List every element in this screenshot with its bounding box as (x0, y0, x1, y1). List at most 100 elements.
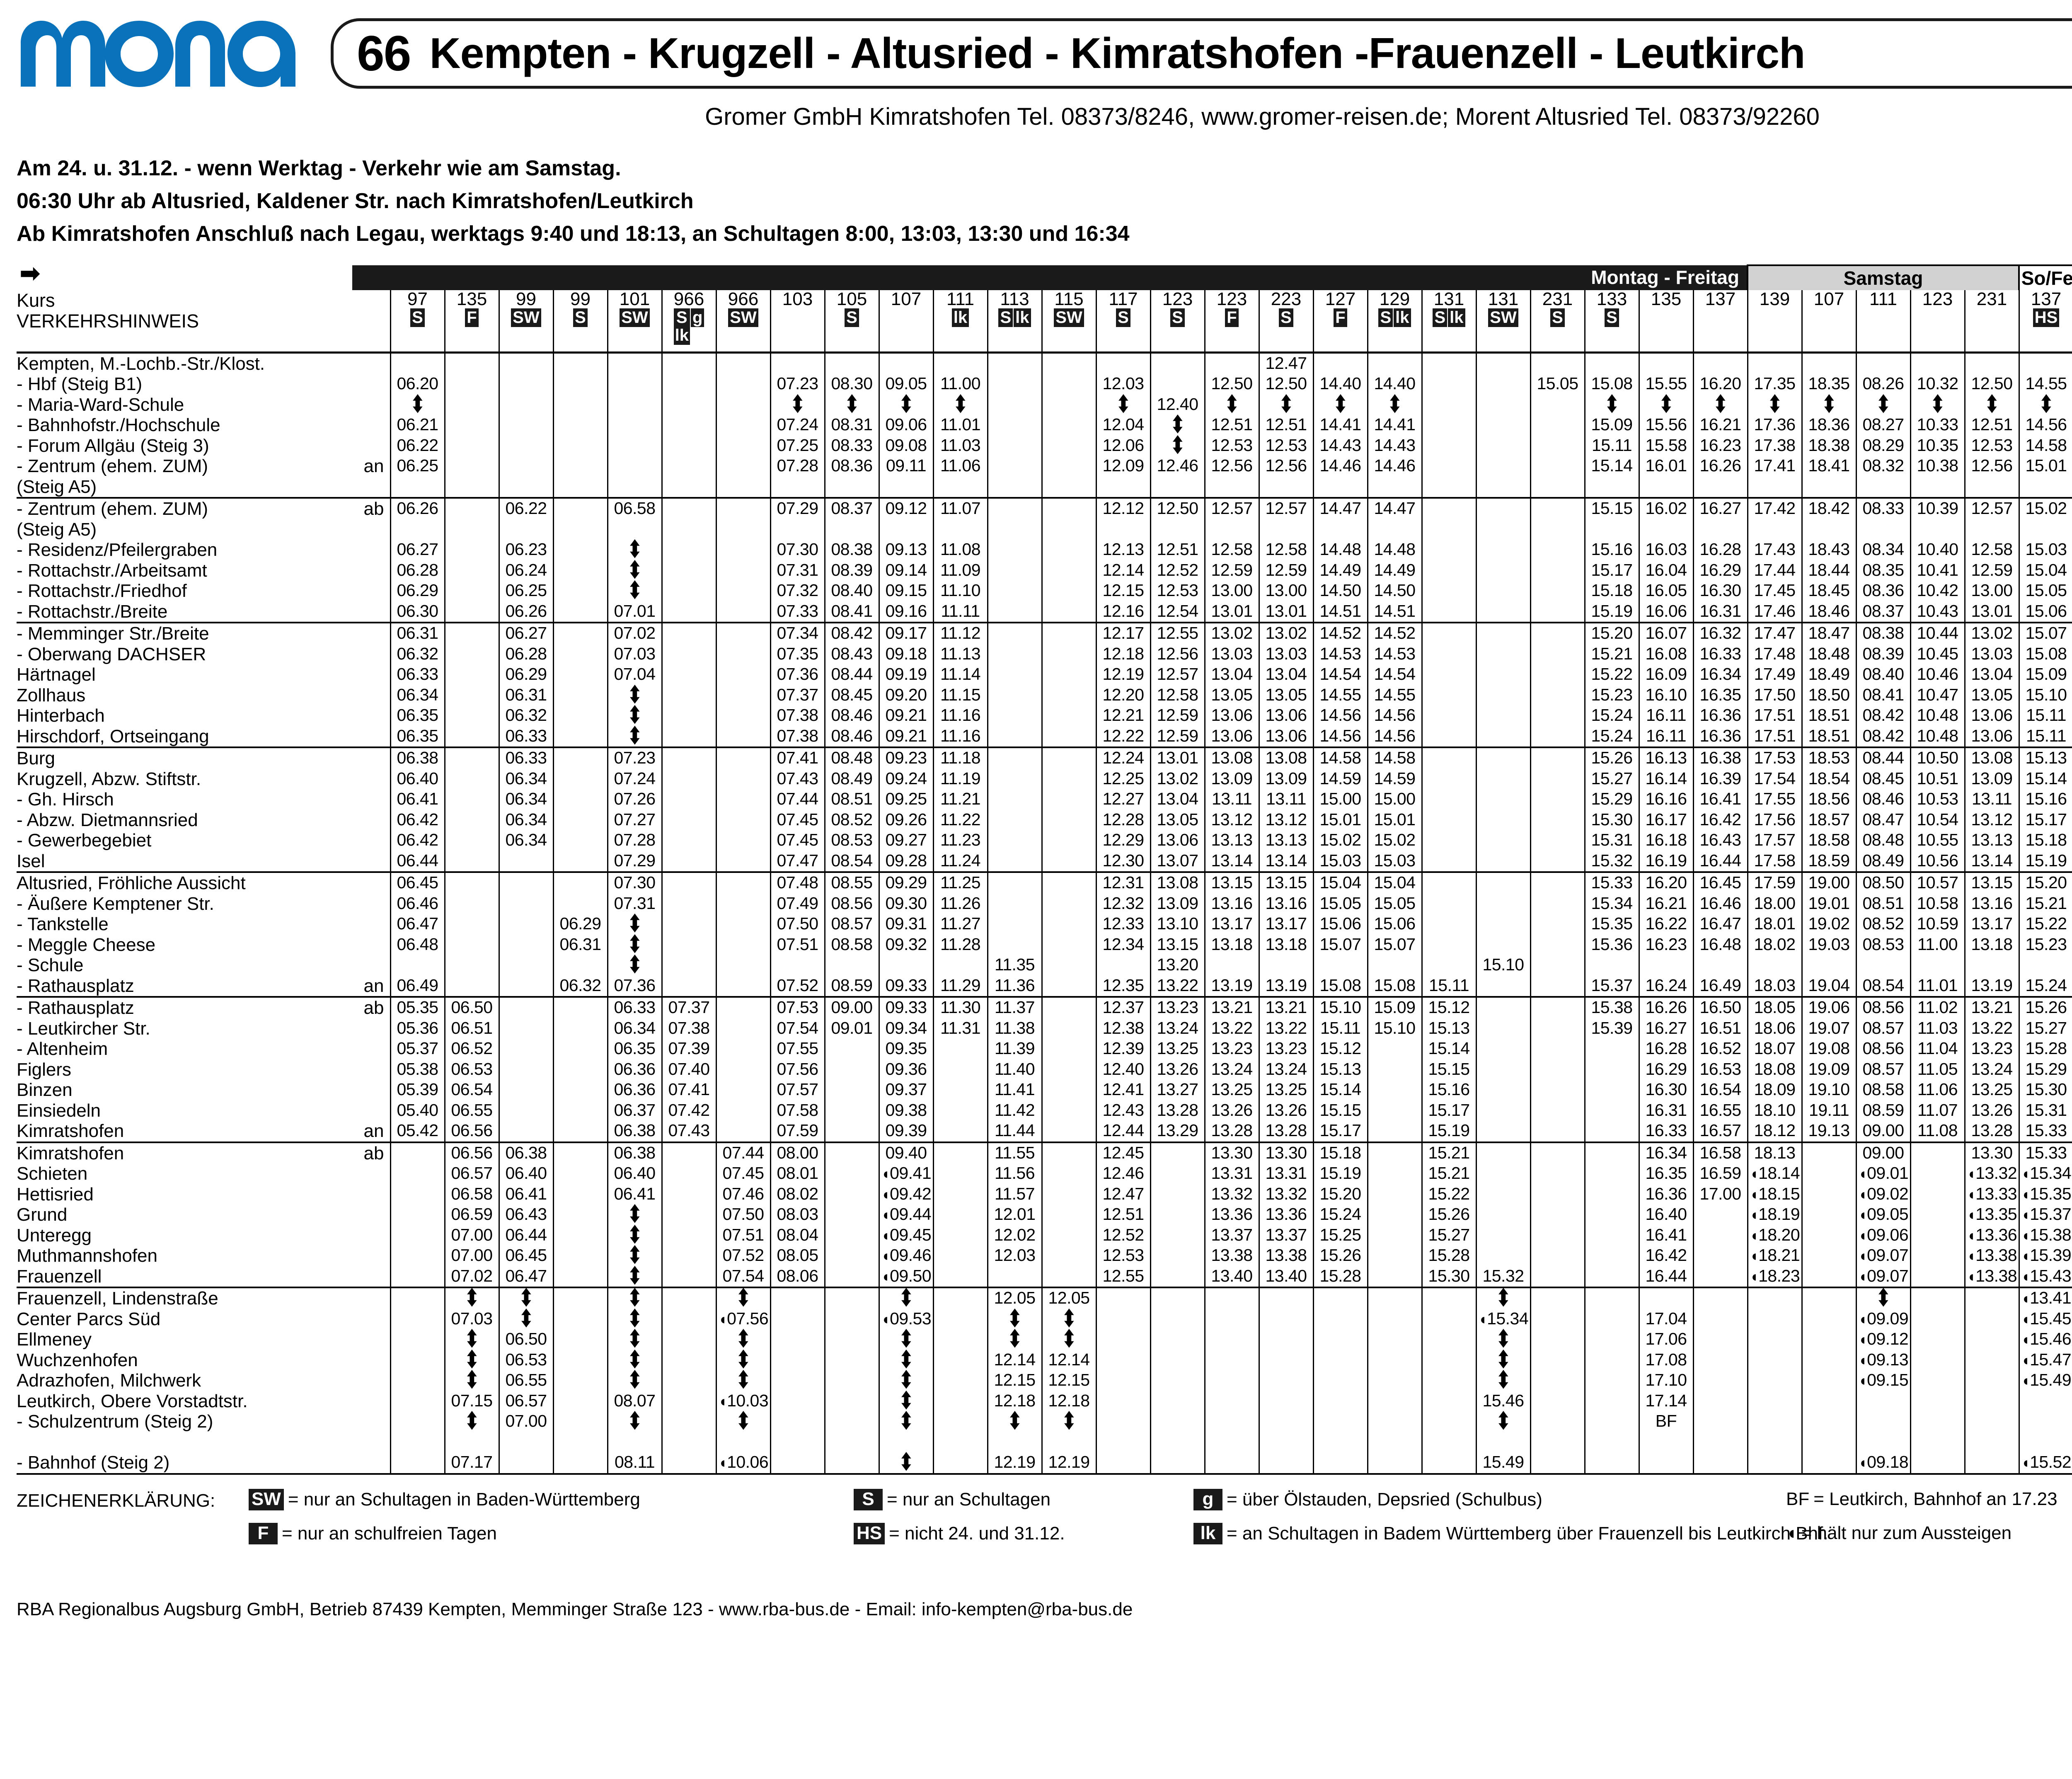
column-header-117-13[interactable]: 117 S (1095, 290, 1150, 354)
column-header-105-8[interactable]: 105 S (824, 290, 879, 354)
time-cell: 16.36 (1692, 705, 1748, 726)
time-cell: 14.52 (1367, 623, 1422, 644)
time-cell: 14.56 (1367, 705, 1422, 726)
time-cell (1801, 1184, 1856, 1205)
time-cell: ◖15.39 (2018, 1246, 2072, 1266)
column-header-139-25[interactable]: 139 (1747, 290, 1802, 354)
column-header-966-6[interactable]: 966 SW (715, 290, 770, 354)
column-header-231-21[interactable]: 231 S (1530, 290, 1585, 354)
time-cell (2018, 1432, 2072, 1453)
time-cell (932, 1100, 988, 1121)
time-cell: 15.29 (2018, 1059, 2072, 1080)
column-header-111-27[interactable]: 111 (1855, 290, 1910, 354)
time-cell: 12.40 (1095, 1059, 1150, 1080)
continuation-mark: ⬍ (1170, 412, 1185, 438)
time-cell (444, 975, 499, 998)
time-cell (661, 540, 716, 560)
time-cell: BF (1638, 1411, 1693, 1432)
time-cell: 15.26 (1312, 1246, 1368, 1266)
time-cell: 13.26 (1258, 1100, 1313, 1121)
time-cell: 16.46 (1692, 893, 1748, 914)
route-number: 66 (357, 26, 411, 81)
time-cell (1150, 1163, 1205, 1184)
time-cell (390, 1205, 445, 1225)
time-cell (1584, 1329, 1639, 1350)
time-cell: 18.58 (1801, 830, 1856, 851)
column-header-99-3[interactable]: 99 S (552, 290, 608, 354)
time-cell: 08.44 (1855, 747, 1910, 769)
time-cell: 15.20 (1312, 1184, 1368, 1205)
column-header-123-28[interactable]: 123 (1910, 290, 1965, 354)
continuation-mark: ⬍ (899, 1408, 913, 1434)
time-cell: 05.38 (390, 1059, 445, 1080)
time-cell: 08.11 (607, 1452, 662, 1475)
arrival-departure-marker (352, 1309, 390, 1330)
column-header-107-26[interactable]: 107 (1801, 290, 1856, 354)
arrival-departure-marker: an (352, 1121, 390, 1143)
column-header-223-16[interactable]: 223 S (1258, 290, 1313, 354)
time-cell: 15.03 (1367, 851, 1422, 873)
time-cell: 15.28 (1421, 1246, 1476, 1266)
time-cell: 17.57 (1747, 830, 1802, 851)
continuation-mark: ⬍ (790, 391, 805, 417)
time-cell (1475, 789, 1530, 810)
column-header-99-2[interactable]: 99 SW (498, 290, 553, 354)
column-header-137-30[interactable]: 137 HS (2018, 290, 2072, 354)
time-cell (987, 352, 1042, 374)
time-cell: 13.18 (1258, 934, 1313, 955)
legend: ZEICHENERKLÄRUNG: SW = nur an Schultagen … (17, 1487, 2072, 1574)
column-header-107-9[interactable]: 107 (878, 290, 933, 354)
time-cell: 11.16 (932, 705, 988, 726)
time-cell (661, 955, 716, 976)
time-cell (1692, 1246, 1748, 1266)
time-cell: ⬍ (987, 1306, 1042, 1331)
time-cell: 16.23 (1638, 934, 1693, 955)
time-cell (1910, 1350, 1965, 1371)
column-header-135-23[interactable]: 135 (1638, 290, 1693, 354)
time-cell (1421, 560, 1476, 581)
course-number: 231 (1976, 289, 2007, 310)
daygroup-so: So/Feiertag (2018, 264, 2072, 291)
time-cell: 12.03 (987, 1246, 1042, 1266)
time-cell: 15.29 (1584, 789, 1639, 810)
column-header-231-29[interactable]: 231 (1964, 289, 2019, 354)
column-header-101-4[interactable]: 101 SW (607, 290, 662, 354)
column-header-131-20[interactable]: 131 SW (1475, 290, 1530, 354)
time-cell (661, 581, 716, 601)
arrival-departure-marker (352, 1059, 390, 1080)
time-cell: ◖09.50 (878, 1266, 933, 1289)
column-header-103-7[interactable]: 103 (770, 290, 825, 354)
time-cell: 13.21 (1204, 997, 1259, 1018)
time-cell: 12.58 (1204, 540, 1259, 560)
column-header-115-12[interactable]: 115 SW (1041, 290, 1096, 354)
time-cell: 11.06 (932, 456, 988, 477)
column-header-127-17[interactable]: 127 F (1312, 290, 1368, 354)
time-cell (1367, 1080, 1422, 1100)
service-flag-lk: lk (951, 308, 969, 327)
time-cell (1041, 914, 1096, 935)
time-cell: ⬍ (715, 1367, 770, 1393)
arrival-departure-marker: an (352, 975, 390, 998)
continuation-mark: ⬍ (736, 1367, 750, 1393)
time-cell: 08.53 (824, 830, 879, 851)
column-header-111-10[interactable]: 111 lk (932, 290, 988, 354)
time-cell (498, 1080, 553, 1100)
column-header-123-14[interactable]: 123 S (1150, 290, 1205, 354)
column-header-133-22[interactable]: 133 S (1584, 290, 1639, 354)
continuation-mark: ⬍ (736, 1326, 750, 1352)
time-cell: ⬍ (1041, 1408, 1096, 1434)
column-header-137-24[interactable]: 137 (1692, 290, 1748, 354)
column-header-123-15[interactable]: 123 F (1204, 290, 1259, 354)
time-cell (932, 1225, 988, 1246)
time-cell (1204, 1432, 1259, 1453)
column-header-135-1[interactable]: 135 F (444, 290, 499, 354)
time-cell (498, 374, 553, 395)
continuation-mark: ⬍ (1333, 391, 1348, 417)
time-cell (1367, 1205, 1422, 1225)
time-cell (1095, 476, 1150, 499)
column-header-97-0[interactable]: 97 S (390, 290, 445, 354)
